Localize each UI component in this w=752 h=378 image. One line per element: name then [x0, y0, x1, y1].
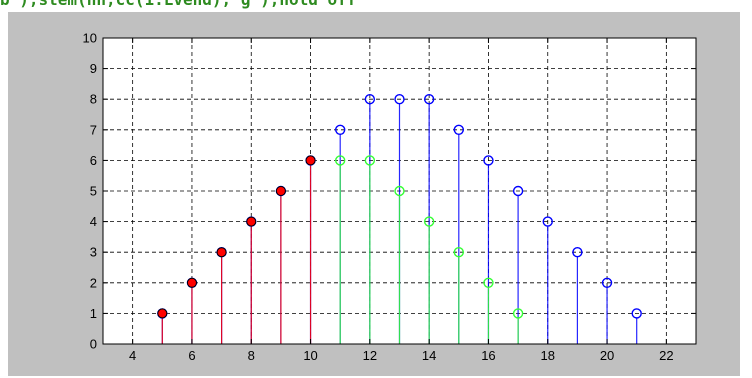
x-tick-label: 10	[303, 348, 317, 363]
axes-box	[102, 37, 697, 345]
y-tick-label: 7	[90, 122, 97, 137]
stem-marker	[305, 155, 316, 166]
x-tick-label: 22	[659, 348, 673, 363]
figure-window: 4 6 8 10 12 14 16 18 20 22 0 1 2 3 4 5 6 7 8 9 10	[8, 12, 740, 376]
stem-marker	[453, 124, 464, 136]
stem-marker	[542, 216, 553, 227]
x-tick-label: 6	[188, 348, 195, 363]
y-tick-label: 5	[90, 184, 97, 199]
y-tick-label: 6	[90, 153, 97, 168]
y-tick-label: 1	[90, 306, 97, 321]
stem-marker	[186, 277, 197, 288]
stem-marker	[364, 155, 376, 166]
x-tick-label: 20	[600, 348, 614, 363]
x-tick-label: 8	[248, 348, 255, 363]
stem-marker	[631, 308, 642, 319]
stem-marker	[335, 155, 346, 166]
stem-marker	[512, 185, 524, 197]
y-tick-label: 3	[90, 245, 97, 260]
y-tick-label: 10	[83, 31, 97, 46]
stem-marker	[423, 216, 435, 227]
y-tick-label: 4	[90, 214, 97, 229]
x-tick-label: 4	[129, 348, 136, 363]
stem-marker	[483, 277, 494, 288]
code-fragment-text: b'),stem(nn,cc(1:Lvend),'g'),hold off	[0, 0, 752, 12]
stem-markers	[157, 93, 642, 319]
stem-marker	[394, 185, 405, 197]
stem-marker	[512, 308, 524, 319]
stem-marker	[601, 277, 613, 288]
y-tick-label: 8	[90, 92, 97, 107]
y-tick-label: 0	[90, 337, 97, 352]
stem-marker	[453, 246, 464, 258]
x-tick-label: 12	[363, 348, 377, 363]
stem-marker	[246, 216, 257, 227]
stem-marker	[216, 247, 227, 258]
x-tick-label: 16	[481, 348, 495, 363]
stem-marker	[157, 308, 168, 319]
stem-lines	[161, 103, 638, 344]
stem-marker	[423, 93, 435, 105]
x-tick-label: 18	[541, 348, 555, 363]
y-tick-label: 9	[90, 61, 97, 76]
x-tick-label: 14	[422, 348, 436, 363]
stem-marker	[275, 186, 286, 196]
stem-marker	[364, 93, 376, 105]
stem-marker	[572, 246, 583, 258]
stem-marker	[483, 155, 494, 166]
stem-marker	[394, 93, 405, 105]
stem-marker	[335, 124, 346, 136]
y-tick-label: 2	[90, 275, 97, 290]
